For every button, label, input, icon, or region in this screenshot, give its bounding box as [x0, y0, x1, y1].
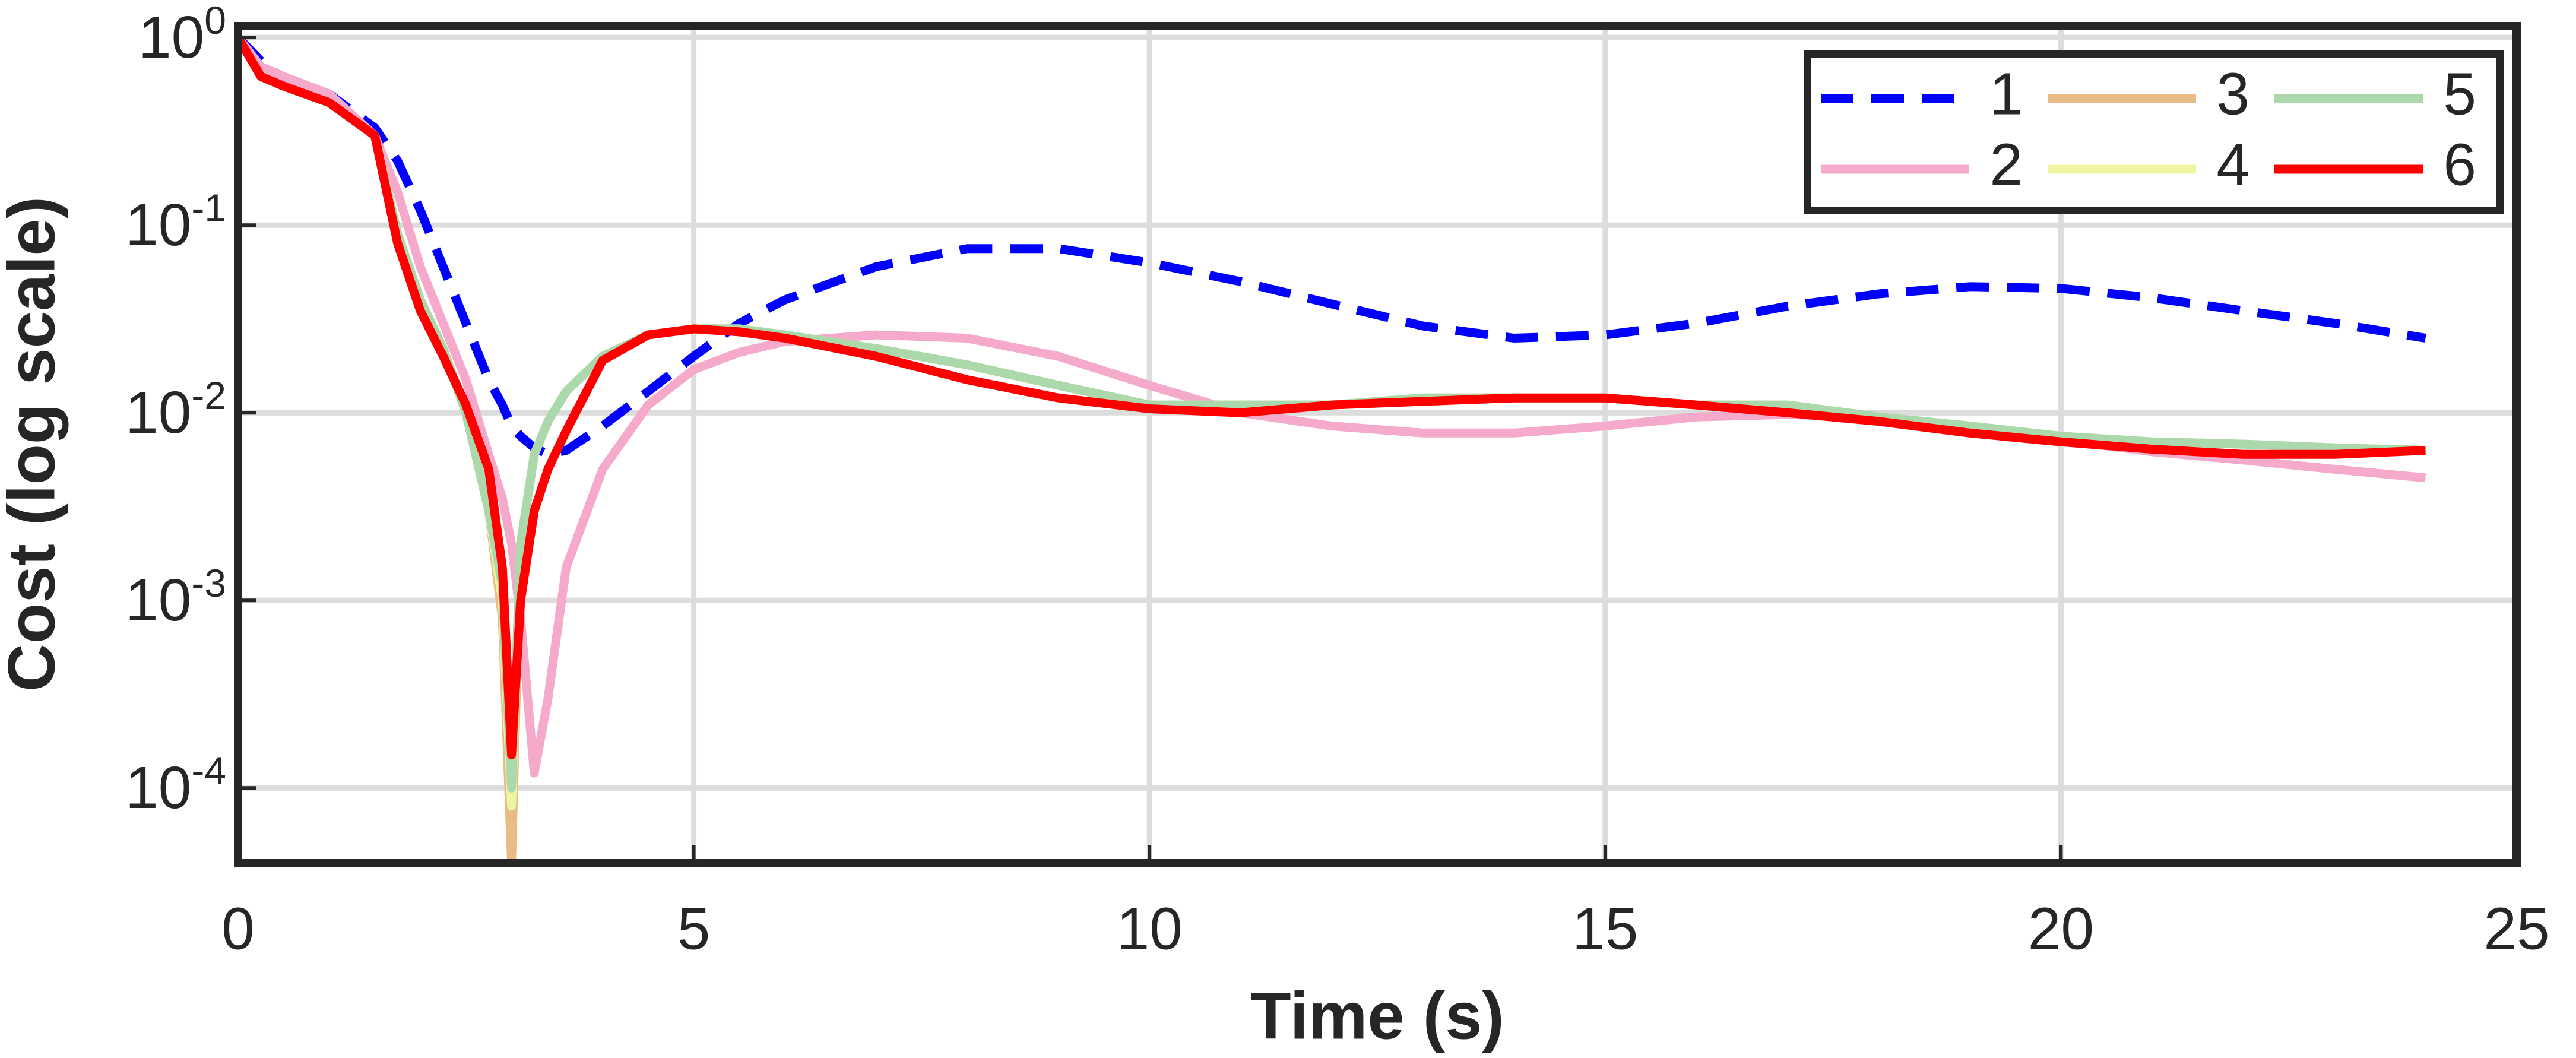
- x-tick-label: 20: [2028, 895, 2094, 962]
- legend-label: 5: [2443, 61, 2476, 127]
- legend-label: 3: [2216, 61, 2249, 127]
- series-line: [238, 35, 2426, 760]
- x-tick-label: 25: [2483, 895, 2549, 962]
- legend-label: 6: [2443, 131, 2476, 198]
- x-tick-label: 15: [1572, 895, 1638, 962]
- y-tick-label: 10-4: [125, 749, 226, 821]
- y-axis-label: Cost (log scale): [0, 197, 69, 692]
- legend-box: [1804, 50, 2504, 214]
- plot-frame: [234, 22, 2521, 867]
- x-tick-label: 0: [221, 895, 255, 962]
- legend-label: 4: [2216, 131, 2249, 198]
- x-axis-label: Time (s): [1250, 979, 1504, 1053]
- legend: 12 34 56: [1804, 50, 2504, 214]
- lines: [238, 34, 2426, 863]
- x-tick-label: 5: [677, 895, 711, 962]
- y-tick-label: 10-1: [125, 186, 226, 258]
- y-tick-label: 10-3: [125, 561, 226, 633]
- series-line: [238, 34, 2426, 459]
- y-tick-label: 100: [138, 0, 226, 71]
- legend-label: 2: [1989, 131, 2023, 198]
- y-tick-label: 10-2: [125, 373, 226, 446]
- x-tick-label: 10: [1117, 895, 1183, 962]
- legend-label: 1: [1989, 61, 2023, 127]
